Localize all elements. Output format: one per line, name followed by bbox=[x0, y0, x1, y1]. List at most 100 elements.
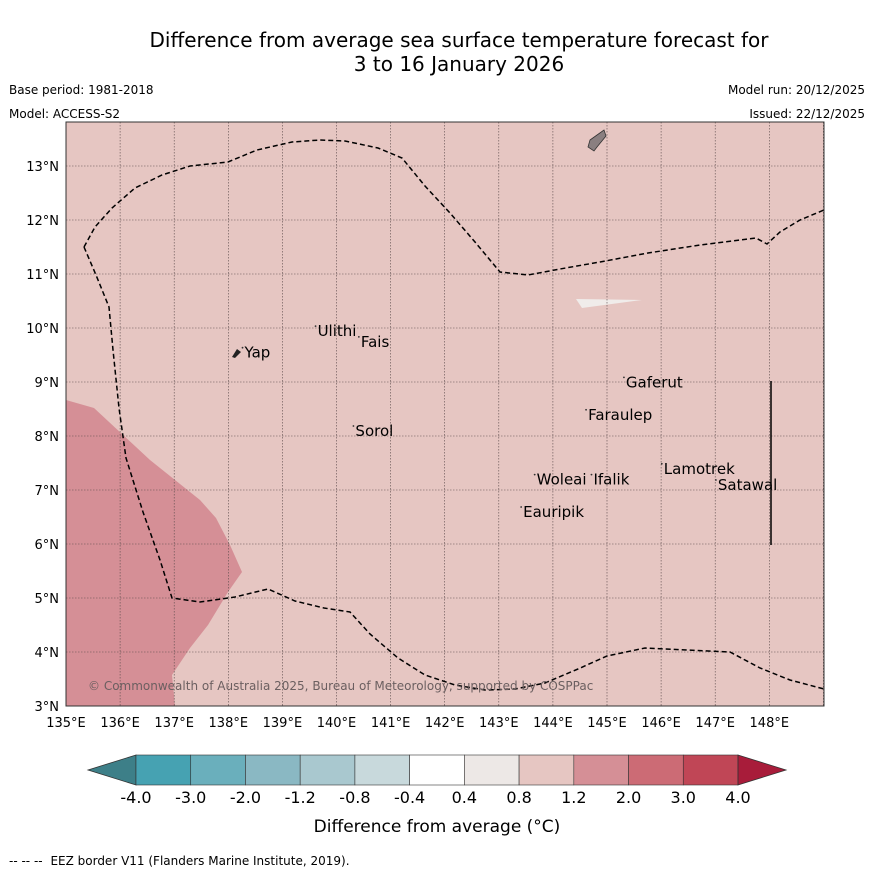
colorbar-segment bbox=[135, 754, 192, 786]
colorbar-segment bbox=[628, 754, 684, 786]
longitude-tick-label: 145°E bbox=[587, 716, 627, 731]
longitude-tick-label: 139°E bbox=[263, 716, 303, 731]
colorbar-segment bbox=[518, 754, 575, 786]
map-frame bbox=[65, 121, 825, 707]
colorbar-tick-label: -2.0 bbox=[230, 788, 261, 807]
title-line-2: 3 to 16 January 2026 bbox=[353, 52, 565, 76]
place-label-woleai: Woleai bbox=[537, 471, 587, 489]
place-label-sorol: Sorol bbox=[355, 422, 393, 440]
model-name: Model: ACCESS-S2 bbox=[9, 107, 121, 121]
longitude-tick-label: 146°E bbox=[641, 716, 681, 731]
map-title: Difference from average sea surface temp… bbox=[0, 28, 873, 76]
meta-left: Base period: 1981-2018 Model: ACCESS-S2 bbox=[9, 83, 154, 131]
model-run: Model run: 20/12/2025 bbox=[727, 83, 865, 97]
base-period: Base period: 1981-2018 bbox=[9, 83, 154, 97]
island-dot bbox=[241, 346, 244, 349]
colorbar-segment bbox=[190, 754, 246, 786]
colorbar-tick-label: -4.0 bbox=[120, 788, 151, 807]
longitude-tick-label: 148°E bbox=[750, 716, 790, 731]
island-dot bbox=[585, 408, 587, 411]
colorbar-extend-low bbox=[86, 754, 137, 786]
guam-island-shape bbox=[587, 129, 607, 152]
island-dot bbox=[352, 425, 355, 427]
longitude-tick-label: 140°E bbox=[317, 716, 357, 731]
eez-border-south bbox=[83, 246, 825, 691]
colorbar-tick-label: 0.8 bbox=[506, 788, 531, 807]
colorbar-tick-label: 3.0 bbox=[671, 788, 696, 807]
longitude-tick-label: 137°E bbox=[154, 716, 194, 731]
place-label-yap: Yap bbox=[244, 344, 271, 362]
place-label-lamotrek: Lamotrek bbox=[664, 460, 735, 478]
longitude-tick-label: 136°E bbox=[100, 716, 140, 731]
latitude-tick-label: 11°N bbox=[26, 268, 59, 283]
colorbar-tick-label: 1.2 bbox=[561, 788, 586, 807]
footer-note: -- -- -- EEZ border V11 (Flanders Marine… bbox=[9, 854, 354, 868]
colorbar-label: Difference from average (°C) bbox=[314, 817, 561, 837]
place-label-satawal: Satawal bbox=[718, 476, 777, 494]
copyright-notice: © Commonwealth of Australia 2025, Bureau… bbox=[88, 679, 593, 693]
latitude-tick-label: 4°N bbox=[35, 646, 60, 661]
island-dot bbox=[314, 325, 317, 327]
latitude-tick-label: 12°N bbox=[26, 214, 59, 229]
longitude-tick-label: 143°E bbox=[479, 716, 519, 731]
island-dot bbox=[715, 479, 717, 481]
colorbar-tick-label: 0.4 bbox=[452, 788, 477, 807]
latitude-tick-label: 5°N bbox=[35, 592, 60, 607]
neutral-anomaly-patch bbox=[576, 299, 642, 308]
latitude-tick-label: 7°N bbox=[35, 484, 60, 499]
warm-anomaly-region bbox=[66, 400, 242, 706]
colorbar-segment bbox=[354, 754, 410, 786]
yap-island-shape bbox=[232, 349, 241, 358]
place-label-faraulep: Faraulep bbox=[588, 406, 652, 424]
place-label-ulithi: Ulithi bbox=[318, 322, 357, 340]
latitude-tick-label: 3°N bbox=[35, 700, 60, 715]
colorbar-segment bbox=[299, 754, 356, 786]
longitude-tick-label: 144°E bbox=[533, 716, 573, 731]
island-dot bbox=[590, 473, 593, 476]
colorbar-segment bbox=[573, 754, 629, 786]
longitude-tick-label: 138°E bbox=[209, 716, 249, 731]
meta-right: Model run: 20/12/2025 Issued: 22/12/2025 bbox=[728, 83, 865, 131]
issued-date: Issued: 22/12/2025 bbox=[749, 107, 865, 121]
place-label-gaferut: Gaferut bbox=[626, 373, 683, 391]
colorbar: -4.0 -3.0 -2.0 -1.2 -0.8 -0.4 0.4 0.8 1.2 2.0 3.0 4… bbox=[86, 754, 788, 807]
island-dot bbox=[520, 506, 523, 508]
latitude-tick-label: 8°N bbox=[35, 430, 60, 445]
colorbar-tick-label: -0.4 bbox=[394, 788, 425, 807]
island-dot bbox=[660, 462, 663, 465]
colorbar-segment bbox=[245, 754, 301, 786]
eez-legend-marker: -- -- -- bbox=[9, 854, 43, 868]
latitude-tick-label: 10°N bbox=[26, 322, 59, 337]
longitude-tick-label: 142°E bbox=[425, 716, 465, 731]
eez-border-north bbox=[83, 139, 825, 276]
latitude-tick-labels: 3°N 4°N 5°N 6°N 7°N 8°N 9°N 10°N 11°N 12°N 13°N bbox=[26, 160, 59, 715]
longitude-tick-label: 147°E bbox=[695, 716, 735, 731]
colorbar-tick-label: 4.0 bbox=[725, 788, 750, 807]
longitude-tick-labels: 135°E 136°E 137°E 138°E 139°E 140°E 141°E 142°E… bbox=[46, 716, 789, 731]
colorbar-segment bbox=[682, 754, 739, 786]
colorbar-extend-high bbox=[737, 754, 788, 786]
graticule bbox=[66, 122, 824, 706]
longitude-tick-label: 135°E bbox=[46, 716, 86, 731]
island-dot bbox=[533, 473, 536, 476]
eez-legend-text: EEZ border V11 (Flanders Marine Institut… bbox=[50, 854, 350, 868]
island-dot bbox=[623, 376, 625, 379]
latitude-tick-label: 9°N bbox=[35, 376, 60, 391]
place-label-eauripik: Eauripik bbox=[523, 503, 584, 521]
colorbar-tick-label: 2.0 bbox=[616, 788, 641, 807]
colorbar-segment bbox=[409, 754, 465, 786]
colorbar-tick-label: -1.2 bbox=[285, 788, 316, 807]
longitude-tick-label: 141°E bbox=[371, 716, 411, 731]
colorbar-tick-label: -0.8 bbox=[339, 788, 370, 807]
colorbar-segment bbox=[464, 754, 520, 786]
island-dot bbox=[357, 336, 360, 338]
latitude-tick-label: 6°N bbox=[35, 538, 60, 553]
latitude-tick-label: 13°N bbox=[26, 160, 59, 175]
place-label-ifalik: Ifalik bbox=[593, 471, 629, 489]
title-line-1: Difference from average sea surface temp… bbox=[149, 28, 769, 52]
place-label-fais: Fais bbox=[361, 333, 390, 351]
colorbar-tick-label: -3.0 bbox=[175, 788, 206, 807]
